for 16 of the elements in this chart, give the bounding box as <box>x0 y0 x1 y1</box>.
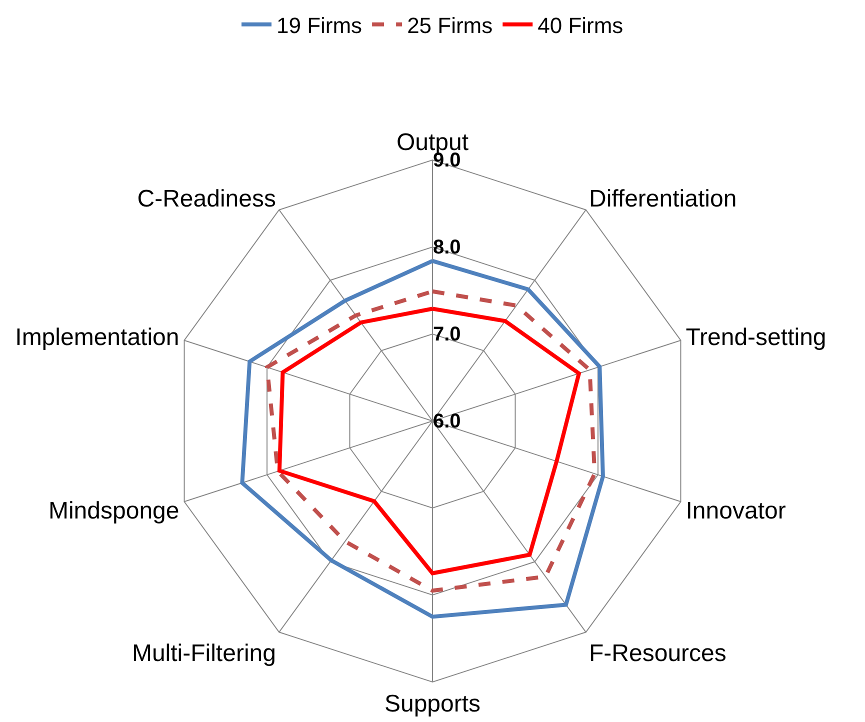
legend-label: 25 Firms <box>407 12 493 38</box>
spoke-label: Output <box>396 128 469 156</box>
spoke-label: Trend-setting <box>686 324 826 352</box>
spoke-label: Supports <box>384 690 481 718</box>
spoke-label: Multi-Filtering <box>132 640 276 667</box>
spoke-label: C-Readiness <box>137 186 276 213</box>
legend-label: 40 Firms <box>538 12 624 38</box>
spoke-label: Mindsponge <box>48 498 180 525</box>
y-tick-label: 6.0 <box>433 410 461 432</box>
y-tick-label: 8.0 <box>433 236 461 258</box>
spoke-label: Differentiation <box>589 186 737 213</box>
legend-label: 19 Firms <box>276 12 362 38</box>
spoke-label: Implementation <box>15 324 180 352</box>
spoke-label: F-Resources <box>589 640 726 667</box>
spoke-label: Innovator <box>686 498 786 525</box>
y-tick-label: 7.0 <box>433 324 461 346</box>
